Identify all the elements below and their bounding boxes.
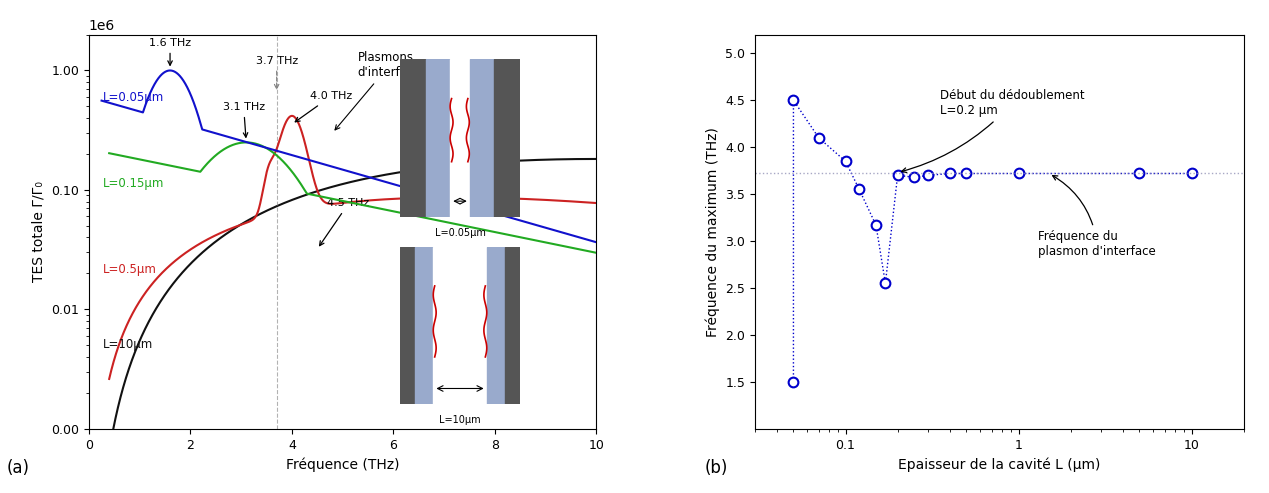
Bar: [415, 246, 434, 404]
Text: L=0.05μm: L=0.05μm: [103, 92, 164, 105]
Text: 3.1 THz: 3.1 THz: [222, 102, 265, 137]
Text: Plasmons
d'interface: Plasmons d'interface: [335, 51, 421, 130]
X-axis label: Fréquence (THz): Fréquence (THz): [286, 457, 400, 472]
Text: L=0.5μm: L=0.5μm: [103, 263, 157, 277]
Bar: [470, 59, 494, 217]
Y-axis label: Fréquence du maximum (THz): Fréquence du maximum (THz): [706, 127, 720, 337]
Text: 4.5 THz: 4.5 THz: [320, 199, 369, 246]
Bar: [450, 59, 470, 217]
Bar: [400, 246, 415, 404]
Bar: [400, 59, 426, 217]
Text: 3.7 THz: 3.7 THz: [255, 56, 298, 89]
Bar: [426, 59, 450, 217]
X-axis label: Epaisseur de la cavité L (μm): Epaisseur de la cavité L (μm): [898, 457, 1100, 472]
Text: L=0.05μm: L=0.05μm: [434, 228, 486, 238]
Bar: [494, 59, 520, 217]
Bar: [486, 246, 505, 404]
Text: L=0.15μm: L=0.15μm: [103, 177, 165, 190]
Text: (a): (a): [6, 459, 29, 477]
Text: (b): (b): [704, 459, 727, 477]
Text: Fréquence du
plasmon d'interface: Fréquence du plasmon d'interface: [1038, 176, 1156, 258]
Y-axis label: TES totale Γ/Γ₀: TES totale Γ/Γ₀: [32, 181, 46, 282]
Text: 4.0 THz: 4.0 THz: [296, 92, 352, 122]
Text: L=10μm: L=10μm: [439, 415, 481, 425]
Text: L=10μm: L=10μm: [103, 338, 154, 351]
Bar: [434, 246, 486, 404]
Text: 1.6 THz: 1.6 THz: [148, 38, 192, 65]
Bar: [505, 246, 520, 404]
Text: Début du dédoublement
L=0.2 μm: Début du dédoublement L=0.2 μm: [902, 89, 1084, 173]
